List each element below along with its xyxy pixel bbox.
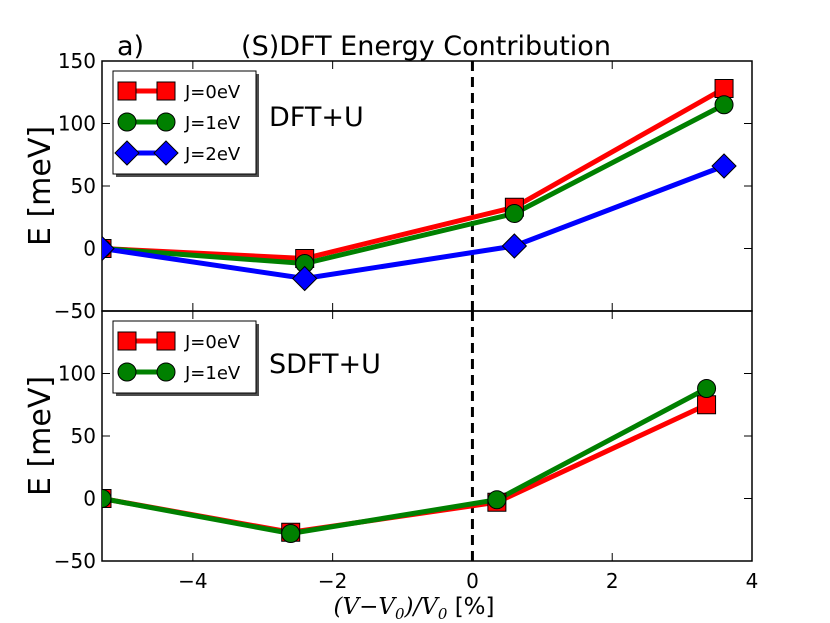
bottom-ytick-label: −50 (54, 549, 96, 573)
bottom-point-J=1eV (102, 489, 112, 508)
bottom-xtick-label: 2 (606, 569, 619, 593)
bottom-series-group (102, 379, 717, 543)
top-ytick-label: 0 (83, 237, 96, 261)
bottom-ytick-label: 100 (58, 362, 96, 386)
top-legend-marker (156, 81, 176, 101)
bottom-legend-marker (156, 362, 176, 382)
bottom-xtick-label: 4 (746, 569, 759, 593)
top-point-J=1eV (504, 204, 524, 223)
bottom-legend-marker (156, 331, 176, 351)
top-line-J=2eV (102, 163, 725, 282)
chart-title: (S)DFT Energy Contribution (241, 31, 611, 62)
bottom-legend-marker (117, 362, 137, 382)
top-point-J=2eV (501, 233, 528, 259)
bottom-annotation: SDFT+U (269, 349, 381, 380)
top-legend-label: J=0eV (184, 82, 241, 103)
bottom-xtick-label: −2 (318, 569, 347, 593)
bottom-legend-label: J=1eV (184, 363, 241, 384)
top-line-J=1eV (102, 102, 726, 267)
bottom-ytick-label: 0 (83, 487, 96, 511)
bottom-xtick-label: 0 (466, 569, 479, 593)
top-y-axis-label: E [meV] (23, 126, 58, 246)
bottom-y-axis-label: E [meV] (23, 376, 58, 496)
bottom-point-J=0eV (697, 395, 717, 415)
bottom-legend (112, 320, 257, 394)
top-series-group (102, 79, 737, 292)
top-ytick-label: 150 (58, 49, 96, 73)
top-legend-marker (153, 140, 179, 166)
x-axis-label: (V−V0)/V0 [%] (333, 594, 494, 623)
top-point-J=2eV (102, 235, 115, 262)
top-point-J=2eV (711, 153, 737, 179)
bottom-line-J=1eV (102, 386, 708, 537)
bottom-legend-marker (117, 331, 137, 351)
top-point-J=1eV (714, 95, 734, 115)
top-legend-label: J=1eV (184, 113, 241, 134)
top-annotation: DFT+U (269, 102, 364, 133)
top-ytick-label: 100 (58, 112, 96, 136)
bottom-point-J=1eV (697, 379, 717, 398)
bottom-point-J=1eV (487, 490, 507, 510)
top-ytick-label: 50 (71, 174, 96, 198)
top-panel: −50 0 50 100 150 E [meV] J=0eV J=1eV J=2eV DFT+U (23, 49, 753, 323)
top-legend-marker (117, 81, 137, 101)
top-legend-marker (117, 112, 137, 132)
bottom-ytick-label: 50 (71, 424, 96, 448)
bottom-xtick-label: −4 (178, 569, 207, 593)
bottom-legend-label: J=0eV (184, 332, 241, 353)
panel-label: a) (117, 31, 144, 62)
bottom-point-J=1eV (281, 524, 301, 543)
top-point-J=0eV (714, 79, 734, 98)
bottom-panel: −50 0 50 100 −4 −2 0 2 4 E [meV] J=0eV J=1eV SDFT+U (23, 310, 759, 593)
top-point-J=2eV (291, 265, 318, 292)
top-legend-marker (156, 112, 176, 132)
top-legend-label: J=2eV (184, 144, 241, 165)
top-legend-marker (114, 140, 140, 166)
top-ytick-label: −50 (54, 299, 96, 323)
